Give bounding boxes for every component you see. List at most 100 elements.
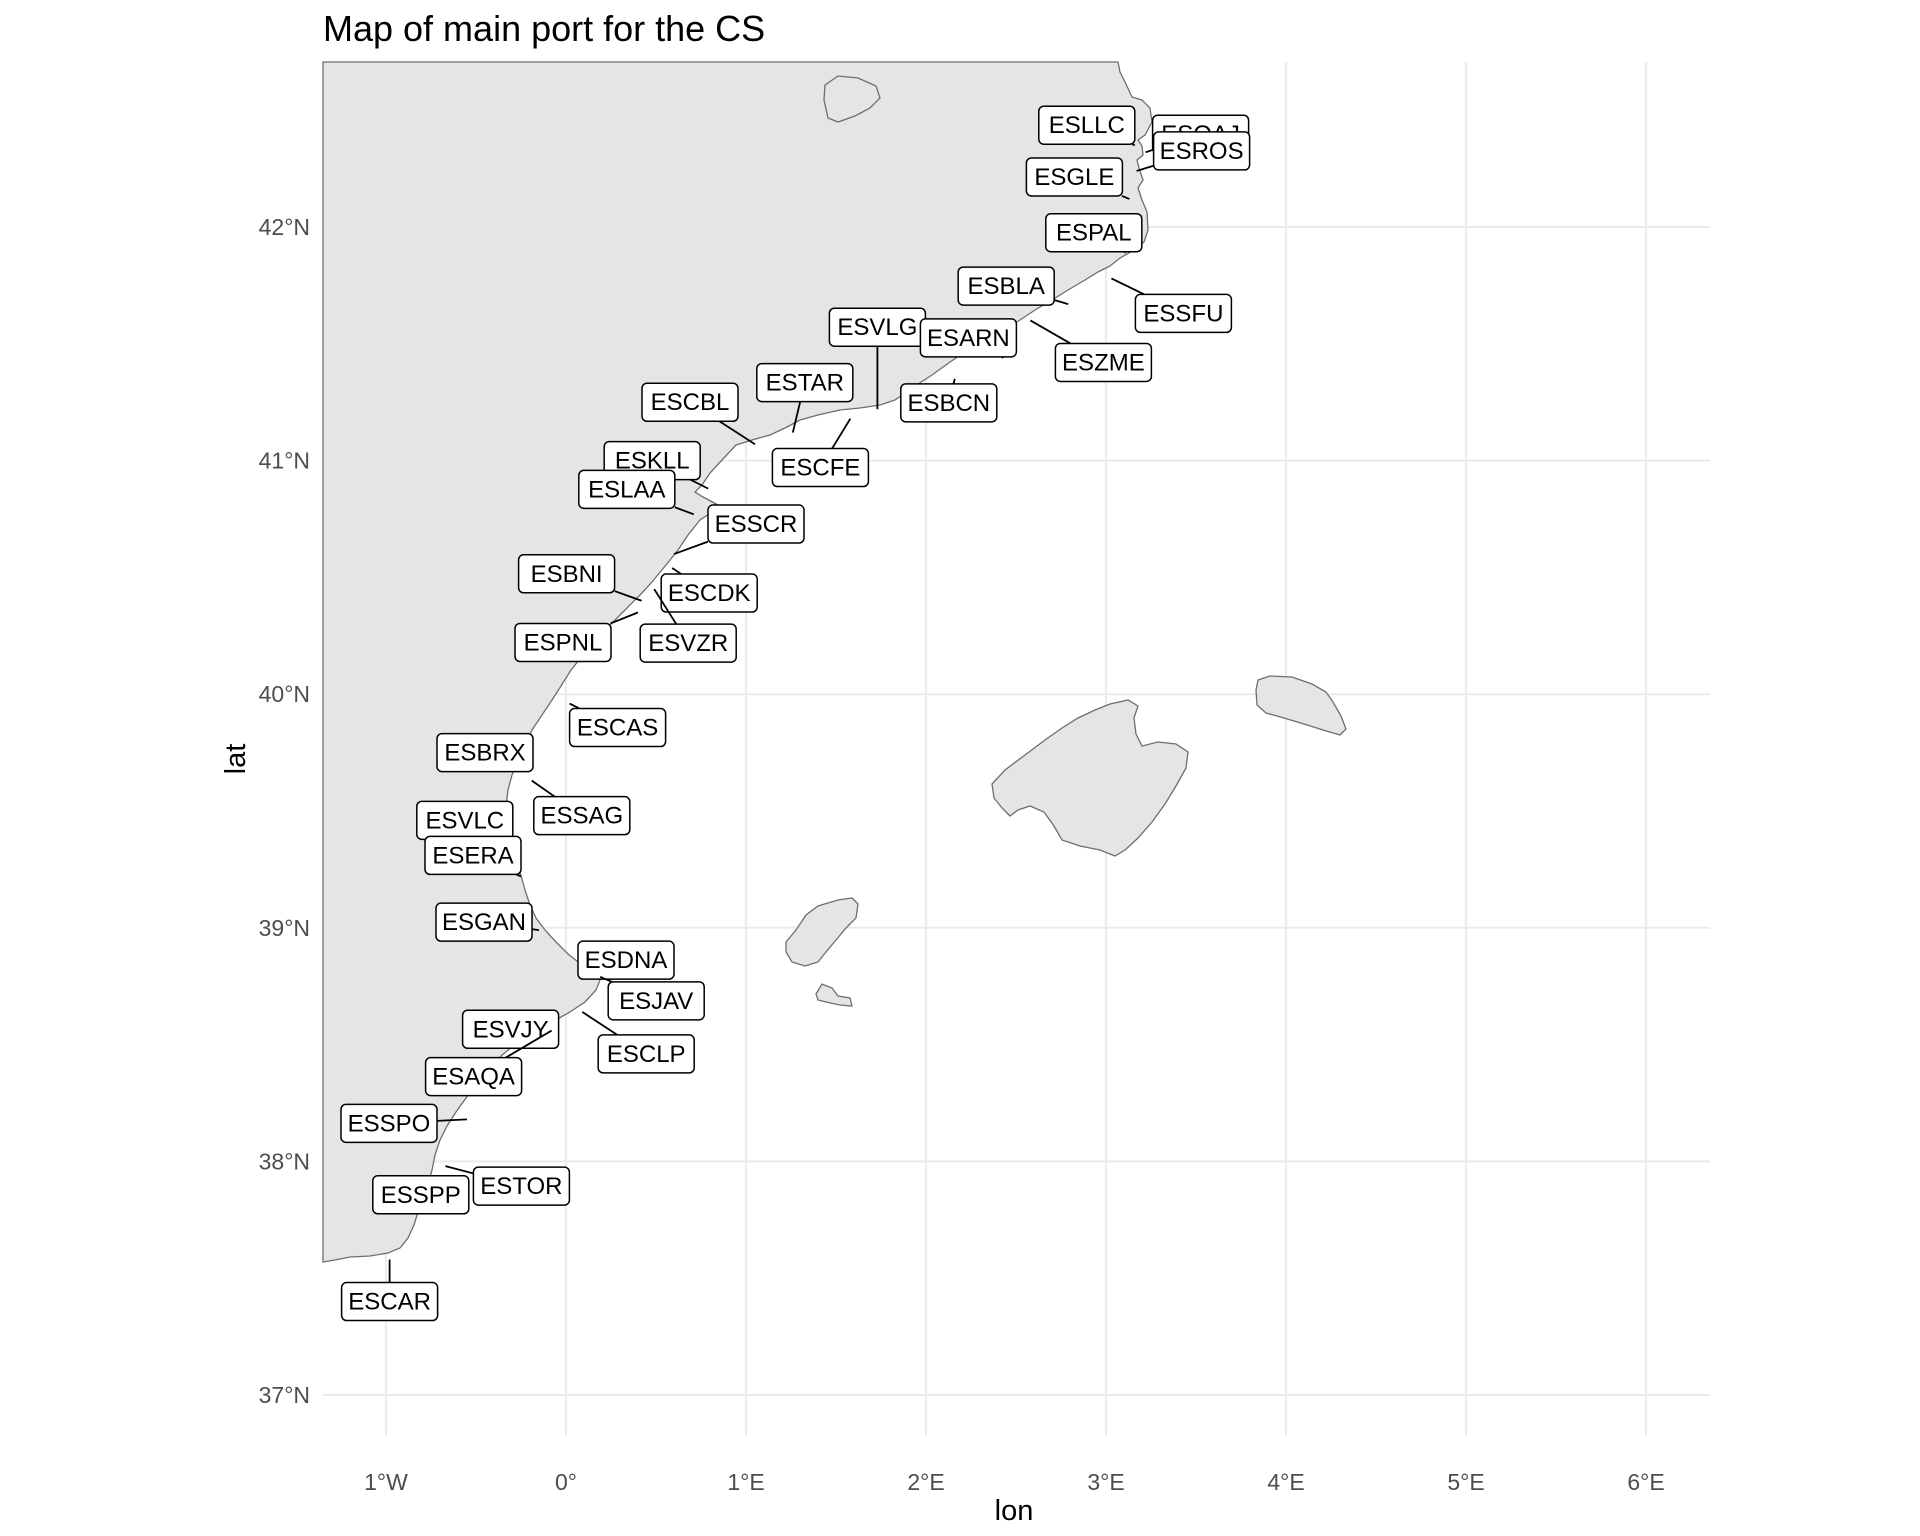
leader-line <box>1136 164 1154 172</box>
port-code: ESCAR <box>348 1289 431 1316</box>
port-label: ESGLE <box>1025 157 1130 200</box>
port-label-box <box>577 940 675 980</box>
port-label: ESCDK <box>660 567 758 613</box>
port-code: ESBCN <box>907 390 990 417</box>
port-label: ESSCR <box>673 504 805 555</box>
port-label-box <box>900 383 998 423</box>
leader-line <box>1121 195 1130 200</box>
port-code: ESJAV <box>619 988 693 1015</box>
y-tick-label: 38°N <box>259 1148 310 1174</box>
y-tick-label: 37°N <box>259 1382 310 1408</box>
port-label-box <box>514 622 612 663</box>
leader-line <box>1029 319 1071 345</box>
port-label-box <box>461 1009 560 1050</box>
y-tick-label: 42°N <box>259 214 310 240</box>
port-label: ESBNI <box>517 554 642 602</box>
port-label-box <box>424 835 522 876</box>
leader-line <box>531 928 540 932</box>
port-label: ESAQA <box>424 1029 553 1097</box>
port-code: ESSAG <box>540 803 623 830</box>
leader-line <box>673 540 709 555</box>
port-label: ESCAS <box>568 702 667 748</box>
port-label-box <box>372 1175 470 1215</box>
x-tick-label: 1°E <box>727 1469 764 1495</box>
port-code: ESSPO <box>348 1110 431 1137</box>
leader-line <box>1111 277 1145 296</box>
port-code: ESSCR <box>715 511 798 538</box>
port-label-box <box>568 707 667 748</box>
port-label: ESPNL <box>514 611 639 663</box>
port-label-box <box>1045 212 1143 253</box>
port-label: ESPAL <box>1045 212 1143 254</box>
port-label: ESLLC <box>1038 105 1136 147</box>
leader-line <box>1132 143 1136 147</box>
y-tick-label: 40°N <box>259 681 310 707</box>
port-label: ESSAG <box>531 779 631 836</box>
port-code: ESVZR <box>648 630 728 657</box>
port-code: ESDNA <box>585 947 668 974</box>
port-code: ESVLC <box>425 807 504 834</box>
port-label: ESSFU <box>1111 277 1233 334</box>
land-layer <box>322 61 1347 1263</box>
port-label: ESJAV <box>599 976 705 1021</box>
port-label-box <box>597 1034 695 1074</box>
leader-line <box>505 1029 553 1059</box>
port-label: ESLAA <box>578 469 695 516</box>
port-code: ESVLG <box>837 314 917 341</box>
x-tick-label: 6°E <box>1627 1469 1664 1495</box>
formentera-island <box>815 983 853 1007</box>
y-tick-label: 39°N <box>259 915 310 941</box>
port-label-box <box>578 469 676 510</box>
port-label-box <box>1134 293 1233 334</box>
port-code: ESLLC <box>1049 112 1125 139</box>
menorca-island <box>1255 675 1347 736</box>
port-label-box <box>340 1103 438 1144</box>
port-label: ESTOR <box>445 1165 571 1206</box>
port-label-box <box>424 1056 523 1097</box>
port-label: ESBCN <box>900 378 998 423</box>
port-label: ESARN <box>919 318 1018 359</box>
port-label-box <box>639 623 737 663</box>
x-axis-title: lon <box>995 1495 1034 1527</box>
port-labels: ESLLCESQAJESGLEESROSESPALESSFUESBLAESZME… <box>340 105 1251 1322</box>
port-label: ESBRX <box>436 732 534 773</box>
port-code: ESTAR <box>766 370 844 397</box>
port-label: ESROS <box>1136 131 1251 172</box>
port-label-box <box>533 795 631 836</box>
port-code: ESARN <box>927 325 1010 352</box>
port-label: ESGAN <box>435 902 540 942</box>
y-axis-title: lat <box>220 744 252 775</box>
port-label: ESBLA <box>957 266 1069 306</box>
port-code: ESAQA <box>432 1064 515 1091</box>
port-label-box <box>607 981 705 1021</box>
port-label: ESVLG <box>828 307 927 410</box>
andorra-region <box>823 75 881 123</box>
port-code: ESSPP <box>381 1182 461 1209</box>
port-label: ESSPO <box>340 1103 468 1144</box>
port-label: ESTAR <box>756 362 854 433</box>
x-tick-label: 4°E <box>1267 1469 1304 1495</box>
port-code: ESPAL <box>1056 220 1132 247</box>
port-label-box <box>1025 157 1124 197</box>
port-label-box <box>436 732 534 773</box>
port-label-box <box>957 266 1055 306</box>
port-code: ESBLA <box>968 273 1045 300</box>
port-label-box <box>641 382 739 422</box>
port-label: ESSPP <box>372 1175 470 1215</box>
x-tick-label: 2°E <box>907 1469 944 1495</box>
x-tick-label: 1°W <box>364 1469 408 1495</box>
leader-line <box>791 401 802 433</box>
port-code: ESCFE <box>780 455 860 482</box>
port-label-box <box>1038 105 1136 145</box>
leader-line <box>952 378 956 385</box>
port-code: ESSFU <box>1143 300 1223 327</box>
port-label: ESVJY <box>461 1009 560 1050</box>
leader-line <box>610 611 639 625</box>
leader-line <box>674 506 695 516</box>
port-label-box <box>919 318 1018 358</box>
port-label-box <box>1054 342 1153 383</box>
port-code: ESCAS <box>577 715 658 742</box>
y-tick-label: 41°N <box>259 448 310 474</box>
x-tick-label: 5°E <box>1447 1469 1484 1495</box>
port-label: ESZME <box>1029 319 1153 383</box>
